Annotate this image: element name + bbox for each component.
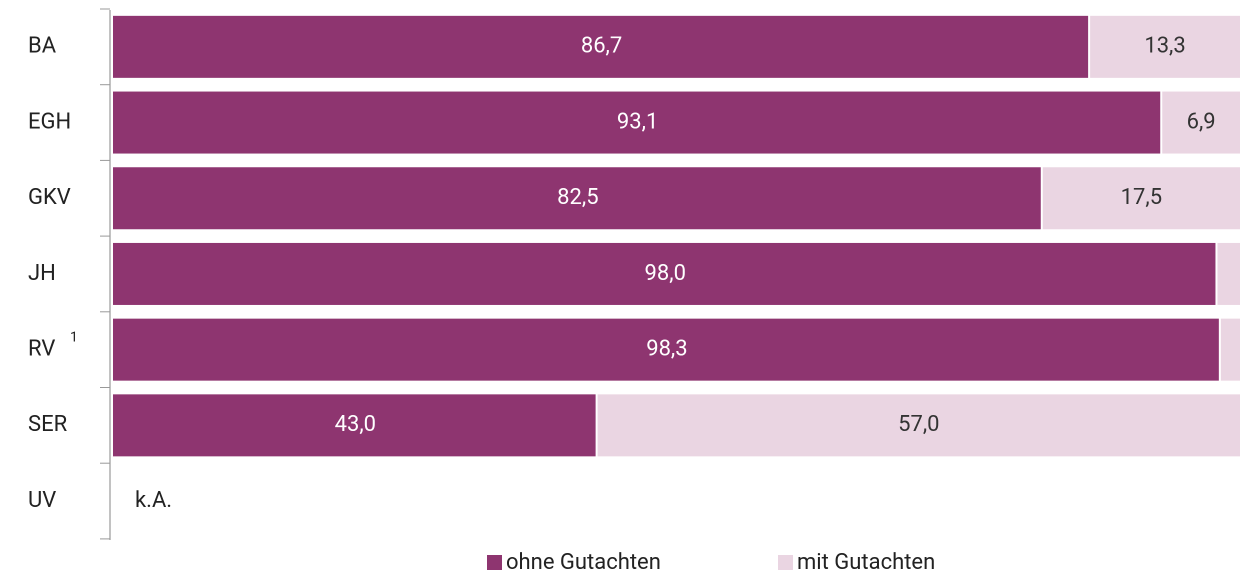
bar-segment: [1090, 15, 1240, 78]
bar-segment: [113, 394, 596, 457]
category-label: BA: [28, 34, 57, 59]
bar-segment: [1217, 242, 1240, 305]
bar-segment: [1220, 318, 1240, 381]
category-superscript: 1: [70, 329, 78, 345]
value-label: 17,5: [1121, 185, 1162, 210]
legend-swatch: [778, 555, 793, 570]
value-label: 98,3: [646, 336, 687, 361]
bar-segment: [597, 394, 1240, 457]
value-label: 86,7: [581, 34, 622, 59]
bar-segment: [113, 91, 1161, 154]
value-label: 82,5: [557, 185, 598, 210]
value-label: 6,9: [1187, 109, 1216, 134]
value-label: 13,3: [1144, 34, 1185, 59]
legend-swatch: [487, 555, 502, 570]
bar-segment: [1162, 91, 1240, 154]
value-label: 57,0: [898, 412, 939, 437]
annotation: k.A.: [135, 488, 172, 513]
value-label: 93,1: [617, 109, 658, 134]
category-label: UV: [28, 488, 56, 513]
bar-segment: [113, 318, 1219, 381]
category-label: JH: [28, 261, 56, 286]
category-label: EGH: [28, 109, 71, 134]
legend-label: mit Gutachten: [797, 550, 935, 575]
category-label: SER: [28, 412, 68, 437]
bar-segment: [113, 242, 1216, 305]
legend-label: ohne Gutachten: [506, 550, 661, 575]
bar-segment: [113, 15, 1089, 78]
bar-segment: [113, 167, 1041, 230]
value-label: 98,0: [645, 261, 686, 286]
category-label: RV: [28, 336, 55, 361]
category-label: GKV: [28, 185, 71, 210]
value-label: 43,0: [335, 412, 376, 437]
bar-segment: [1042, 167, 1240, 230]
